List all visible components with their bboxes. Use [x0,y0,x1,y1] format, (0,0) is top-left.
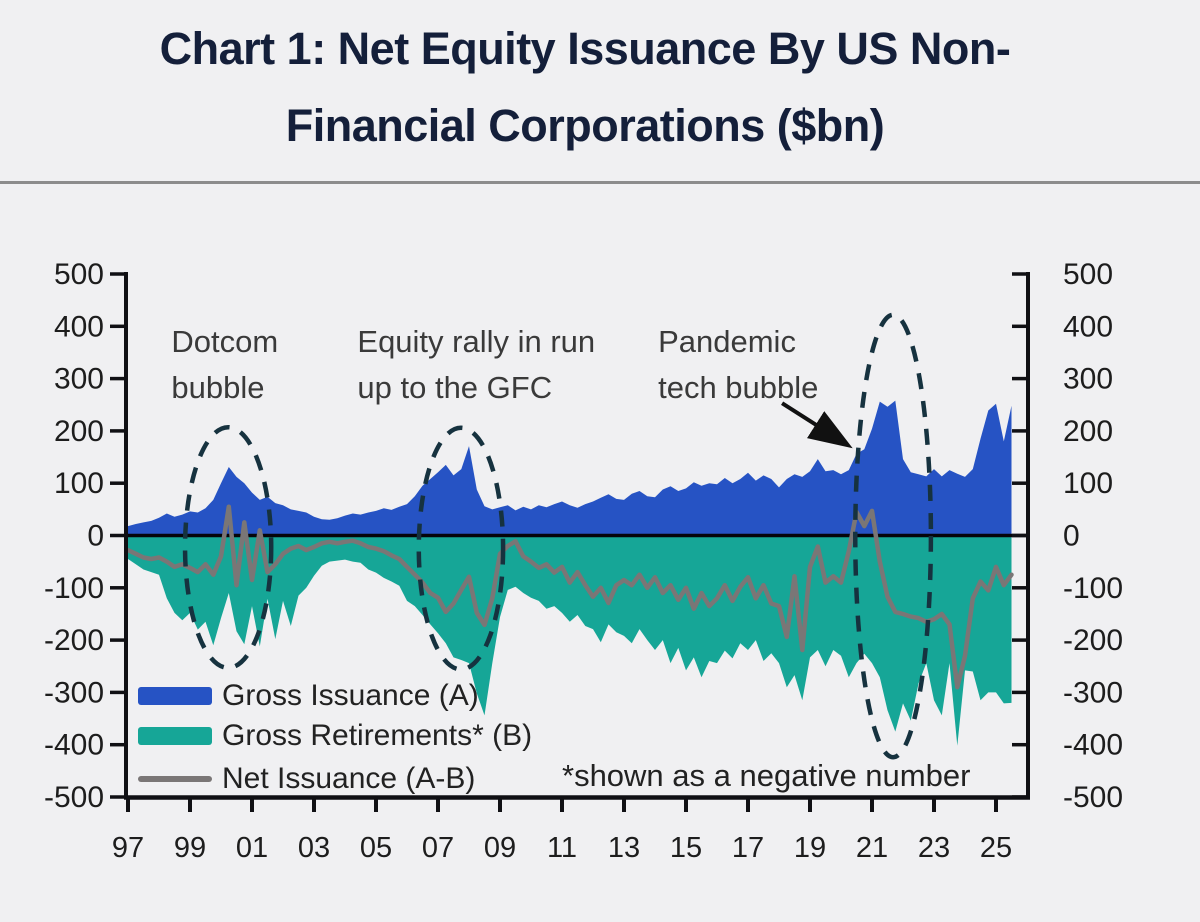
annotation-text: Dotcom [171,324,278,359]
y-tick-label-left: 500 [54,258,104,291]
y-tick-label-right: 500 [1063,258,1113,291]
legend-label: Net Issuance (A-B) [222,762,476,795]
y-tick-label-right: 0 [1063,520,1080,553]
y-axis-labels-right: 500 400 300 200 100 0 -100 -200 -300 -400 -500 [1063,258,1123,814]
net-issuance-line [125,504,1014,690]
annotation-arrow [781,401,853,449]
y-tick-label-left: -200 [44,624,104,657]
x-tick-label: 13 [608,832,640,864]
x-tick-label: 19 [794,832,826,864]
x-tick-label: 25 [980,832,1012,864]
y-tick-label-left: -100 [44,572,104,605]
x-tick-label: 01 [236,832,268,864]
y-tick-label-right: 200 [1063,415,1113,448]
annotation-text: tech bubble [658,370,818,405]
y-tick-label-right: -500 [1063,781,1123,814]
annotation-text: Pandemic [658,324,796,359]
annotation-text: bubble [171,370,264,405]
legend-item-net-issuance: Net Issuance (A-B) [138,762,476,795]
y-tick-label-right: 100 [1063,467,1113,500]
gross-retirements-swatch [138,727,212,745]
ellipse-dotcom-bubble [182,424,274,671]
y-tick-label-left: 300 [54,363,104,396]
annotation-text: up to the GFC [357,370,552,405]
x-tick-label: 97 [112,832,144,864]
chart-title: Chart 1: Net Equity Issuance By US Non- … [0,10,1170,164]
gross-retirements-area [128,535,1012,746]
annotation-texts: Dotcom bubble Equity rally in run up to the… [171,324,818,405]
y-tick-label-left: 100 [54,467,104,500]
y-tick-label-left: 0 [87,520,104,553]
net-issuance-swatch [138,776,212,782]
title-separator [0,181,1200,184]
chart-title-line1: Chart 1: Net Equity Issuance By US Non- [159,23,1011,74]
x-tick-label: 03 [298,832,330,864]
chart-title-line2: Financial Corporations ($bn) [285,100,885,151]
legend-label: Gross Retirements* (B) [222,719,533,752]
x-tick-label: 05 [360,832,392,864]
y-tick-label-right: -300 [1063,676,1123,709]
legend-item-gross-retirements: Gross Retirements* (B) [138,719,533,752]
y-tick-label-left: 400 [54,310,104,343]
ellipse-pandemic-tech-bubble [853,312,934,760]
x-tick-label: 07 [422,832,454,864]
y-tick-label-left: -400 [44,729,104,762]
footnote: *shown as a negative number [562,758,971,793]
annotation-ellipses [182,312,934,760]
x-tick-label: 11 [547,832,577,864]
net-issuance-path [125,504,1014,690]
gross-issuance-area [128,400,1012,536]
x-axis-labels: 97 99 01 03 05 07 09 11 13 15 17 19 21 23 25 [112,832,1012,864]
y-tick-label-right: 300 [1063,363,1113,396]
series-areas [128,400,1012,746]
x-tick-label: 99 [174,832,206,864]
y-tick-label-right: -200 [1063,624,1123,657]
legend-item-gross-issuance: Gross Issuance (A) [138,679,479,712]
pandemic-arrow [781,401,853,449]
x-tick-label: 15 [670,832,702,864]
x-tick-label: 23 [918,832,950,864]
y-tick-label-left: 200 [54,415,104,448]
x-tick-label: 17 [732,832,764,864]
y-tick-label-left: -300 [44,676,104,709]
axes [110,272,1030,812]
annotation-text: Equity rally in run [357,324,595,359]
y-tick-label-right: 400 [1063,310,1113,343]
y-tick-label-right: -400 [1063,729,1123,762]
ellipse-gfc-rally [416,425,506,672]
y-axis-labels-left: 500 400 300 200 100 0 -100 -200 -300 -400 -500 [44,258,104,814]
x-tick-label: 21 [856,832,888,864]
y-tick-label-right: -100 [1063,572,1123,605]
legend-label: Gross Issuance (A) [222,679,479,712]
gross-issuance-swatch [138,687,212,705]
x-tick-label: 09 [484,832,516,864]
y-tick-label-left: -500 [44,781,104,814]
